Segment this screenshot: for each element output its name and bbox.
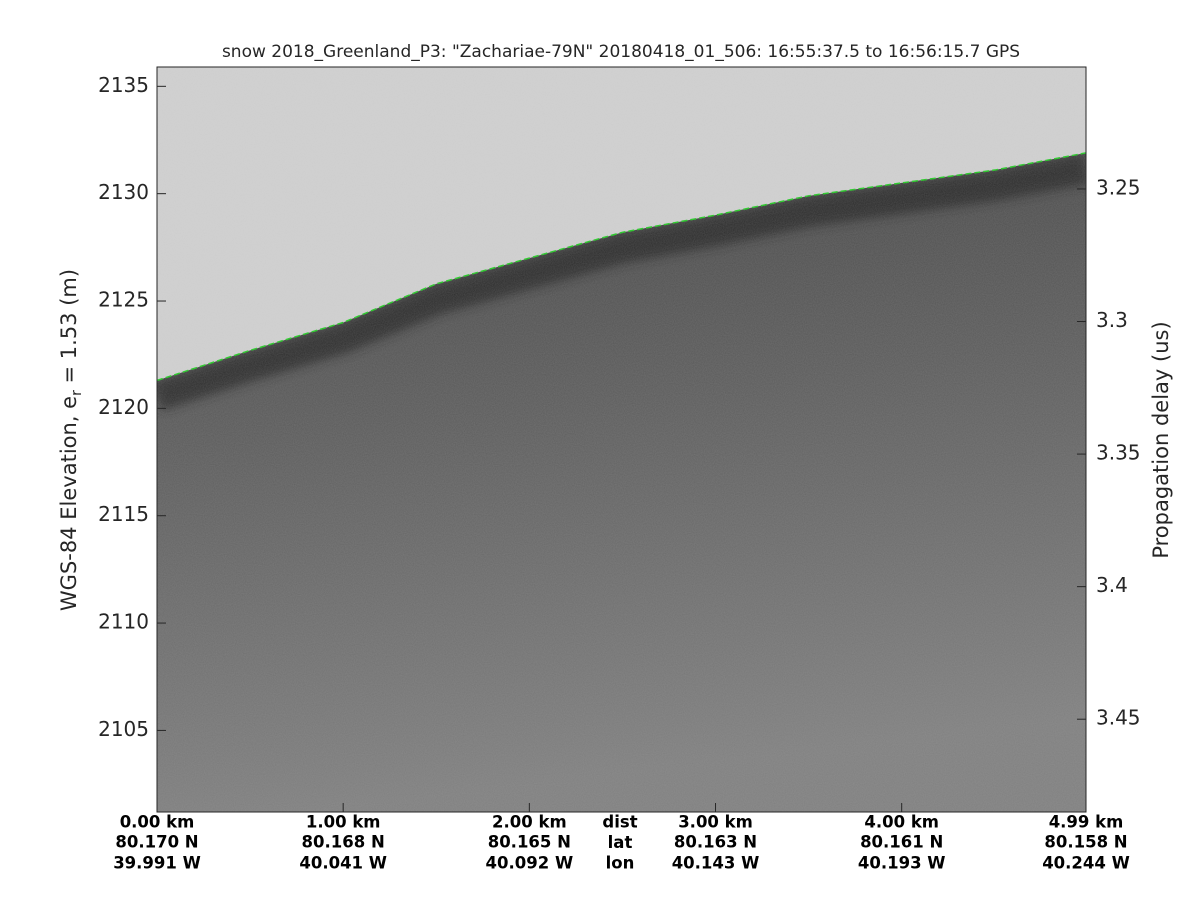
lat-label: 80.158 N xyxy=(1044,833,1127,852)
x-tick-label: 4.00 km xyxy=(864,813,939,832)
row-label: lon xyxy=(606,854,635,873)
lat-label: 80.161 N xyxy=(860,833,943,852)
speckle xyxy=(157,67,1086,812)
y-tick-label: 2130 xyxy=(98,180,149,204)
lat-label: 80.168 N xyxy=(302,833,385,852)
x-tick-label: 3.00 km xyxy=(678,813,753,832)
y-label-sub: r xyxy=(69,390,85,396)
y-tick-label: 2135 xyxy=(98,73,149,97)
lon-label: 40.244 W xyxy=(1042,854,1130,873)
y-tick-label: 2125 xyxy=(98,288,149,312)
lon-label: 40.193 W xyxy=(858,854,946,873)
lat-label: 80.170 N xyxy=(115,833,198,852)
lon-label: 40.143 W xyxy=(672,854,760,873)
x-tick-label: 1.00 km xyxy=(306,813,381,832)
y2-tick-label: 3.3 xyxy=(1096,308,1128,332)
plot-frame xyxy=(156,66,1087,813)
y2-tick-label: 3.4 xyxy=(1096,573,1128,597)
y-axis-label: WGS-84 Elevation, er = 1.53 (m) xyxy=(57,269,85,611)
lat-label: 80.163 N xyxy=(674,833,757,852)
chart-title: snow 2018_Greenland_P3: "Zachariae-79N" … xyxy=(222,42,1020,62)
x-tick-label: 2.00 km xyxy=(492,813,567,832)
y-label-end: = 1.53 (m) xyxy=(57,269,81,390)
row-label: dist xyxy=(602,813,637,832)
y2-tick-label: 3.25 xyxy=(1096,175,1141,199)
y2-tick-label: 3.45 xyxy=(1096,706,1141,730)
y2-tick-label: 3.35 xyxy=(1096,441,1141,465)
x-tick-label: 4.99 km xyxy=(1049,813,1124,832)
y-tick-label: 2115 xyxy=(98,502,149,526)
lon-label: 40.041 W xyxy=(299,854,387,873)
y2-axis-label: Propagation delay (us) xyxy=(1149,321,1173,558)
x-tick-label: 0.00 km xyxy=(120,813,195,832)
y-label-main: WGS-84 Elevation, e xyxy=(57,396,81,611)
lon-label: 40.092 W xyxy=(486,854,574,873)
row-label: lat xyxy=(608,833,633,852)
y-tick-label: 2120 xyxy=(98,395,149,419)
lat-label: 80.165 N xyxy=(488,833,571,852)
lon-label: 39.991 W xyxy=(113,854,201,873)
y-tick-label: 2110 xyxy=(98,610,149,634)
y-tick-label: 2105 xyxy=(98,717,149,741)
